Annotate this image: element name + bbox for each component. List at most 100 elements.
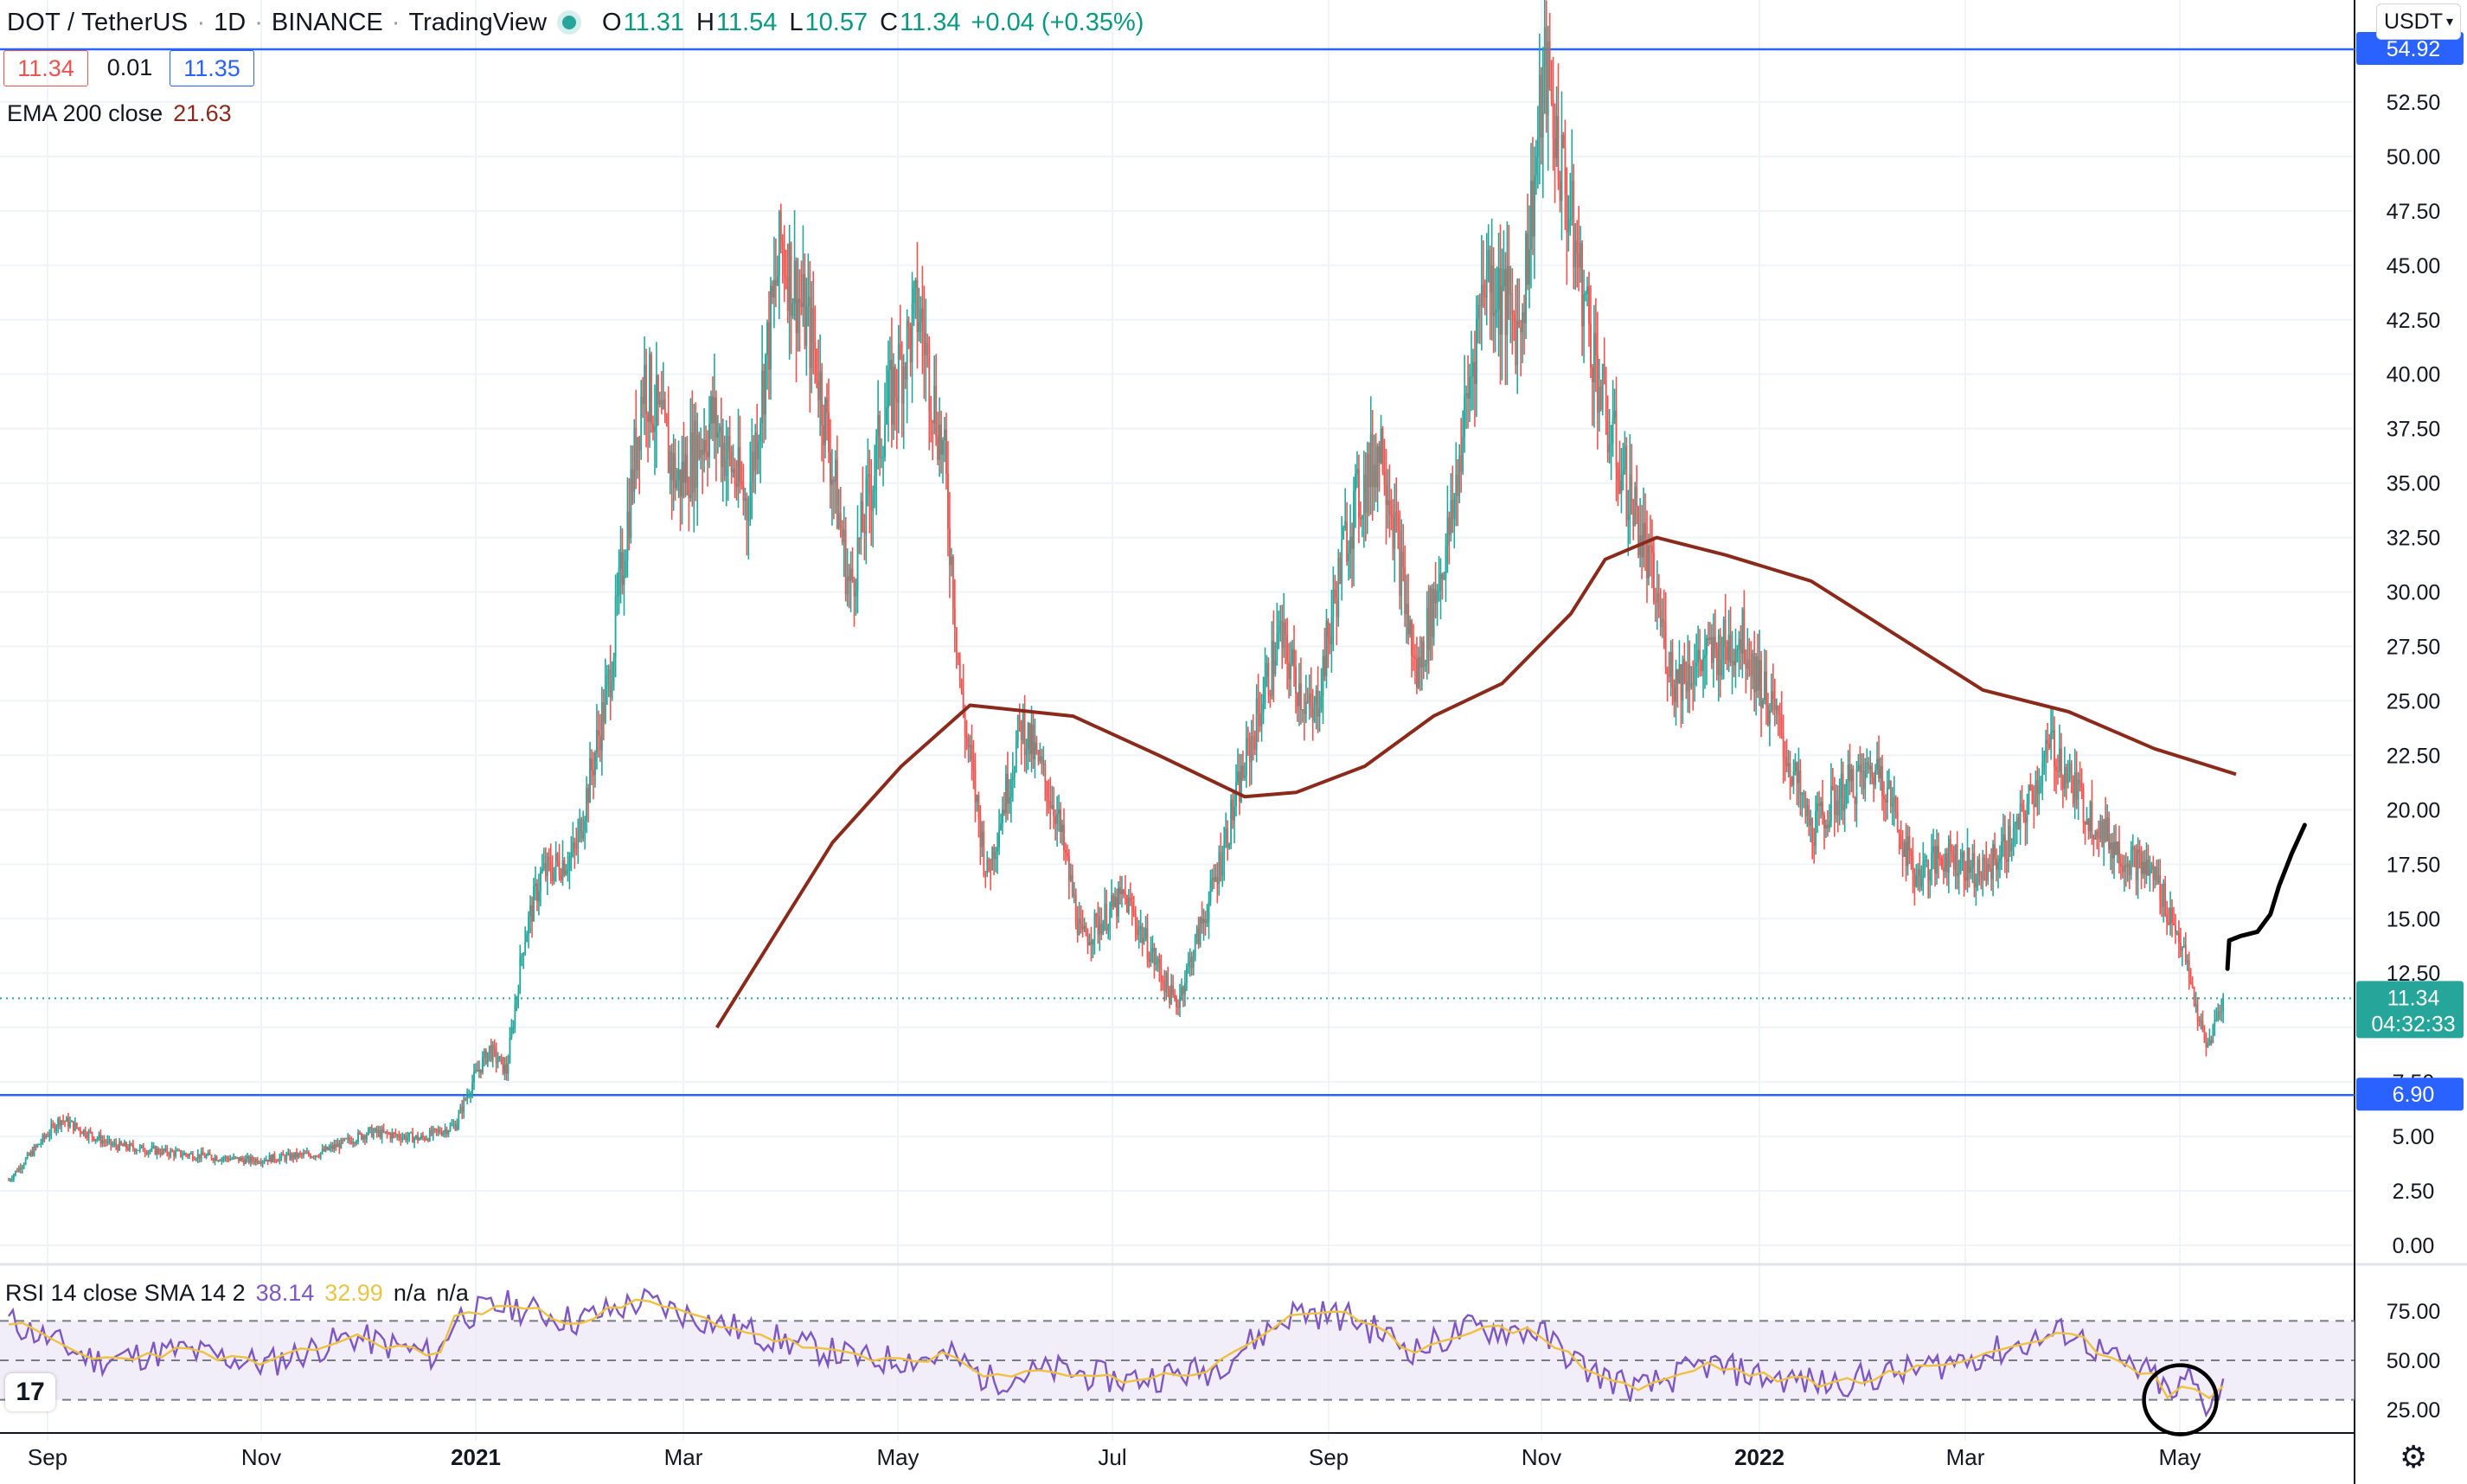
candle-body [1617,468,1619,481]
currency-select[interactable]: USDT ▾ [2376,3,2461,40]
candle [50,1118,53,1140]
candle [164,1144,167,1153]
candle [1339,552,1342,585]
candle-body [1467,393,1469,399]
candle [2080,768,2083,800]
tradingview-logo-icon[interactable]: 17 [5,1373,55,1411]
gear-icon[interactable]: ⚙ [2400,1439,2428,1474]
candle [1427,585,1430,675]
candle-body [849,568,852,581]
candle [291,1152,293,1161]
candle-body [1409,620,1411,635]
candle [430,1125,433,1137]
candle-body [2142,861,2144,874]
candle-body [1922,860,1925,877]
candle-body [553,867,555,881]
candle-body [1509,293,1512,295]
candle [119,1137,121,1151]
candle [1567,195,1570,252]
candle [1163,969,1166,1002]
candle [1932,828,1935,870]
candle [1784,740,1786,782]
candle [1095,912,1098,928]
candle [614,574,617,678]
candle [1601,363,1604,416]
candle-body [1387,500,1389,506]
candle-body [208,1152,211,1155]
candle [1003,792,1005,816]
candle [937,412,939,465]
candle-body [860,501,862,540]
candle-body [772,285,773,298]
candle [45,1133,48,1140]
candle-body [59,1118,61,1126]
candle [84,1126,87,1139]
candle [2024,809,2027,846]
candle [1741,607,1744,679]
candle-body [565,870,567,875]
candle-body [1641,535,1643,558]
interval-label[interactable]: 1D [214,8,247,36]
candle-body [335,1144,337,1148]
candle-body [1153,948,1156,965]
candle [1978,853,1981,886]
candle-body [1917,869,1919,877]
candle-body [410,1132,413,1134]
candle [2043,751,2046,775]
candle-body [1854,797,1856,804]
sell-price-box[interactable]: 11.34 [3,50,88,86]
candle [1172,975,1175,998]
candle-body [1652,553,1655,602]
candle [884,382,886,462]
candle-body [1293,649,1295,667]
candle-body [2084,822,2086,825]
candle-body [1104,904,1106,922]
candle-body [1540,74,1542,138]
candle [1857,753,1860,772]
candle-body [247,1156,250,1163]
rsi-legend[interactable]: RSI 14 close SMA 14 2 38.14 32.99 n/a n/a [5,1280,479,1307]
candle [642,377,644,419]
candle-body [2115,841,2117,855]
candle-body [282,1153,285,1156]
ema-legend[interactable]: EMA 200 close 21.63 [7,100,232,127]
candle [52,1120,54,1129]
candle [321,1143,324,1155]
candle-body [886,407,887,425]
buy-price-box[interactable]: 11.35 [170,50,254,86]
candle-body [1000,823,1002,831]
candle-body [1407,604,1409,635]
candle [2203,1025,2206,1043]
candle [1617,462,1619,507]
candle-body [270,1155,272,1163]
candle [101,1135,104,1148]
candle-body [570,852,573,857]
candle [447,1129,450,1137]
candle [2215,1007,2218,1022]
candle-body [1997,862,1999,870]
candle [734,457,736,498]
candle-body [306,1152,308,1154]
candle-body [1782,735,1785,757]
candle [969,734,971,762]
candle-body [439,1129,441,1134]
candle-body [1414,656,1416,660]
candle-body [1520,327,1522,333]
candle [240,1156,241,1161]
candle [1368,442,1370,516]
candle [2166,900,2169,936]
candle [2121,854,2124,879]
candle [1028,722,1031,763]
candle-body [2184,945,2187,963]
candle-body [425,1139,427,1141]
candle [819,334,822,437]
candle-body [301,1154,303,1155]
candle [599,713,601,762]
candle [1121,876,1123,908]
candle-body [1760,660,1762,708]
candle [536,879,538,912]
candle-body [1139,925,1142,930]
symbol-title[interactable]: DOT / TetherUS [7,8,189,36]
